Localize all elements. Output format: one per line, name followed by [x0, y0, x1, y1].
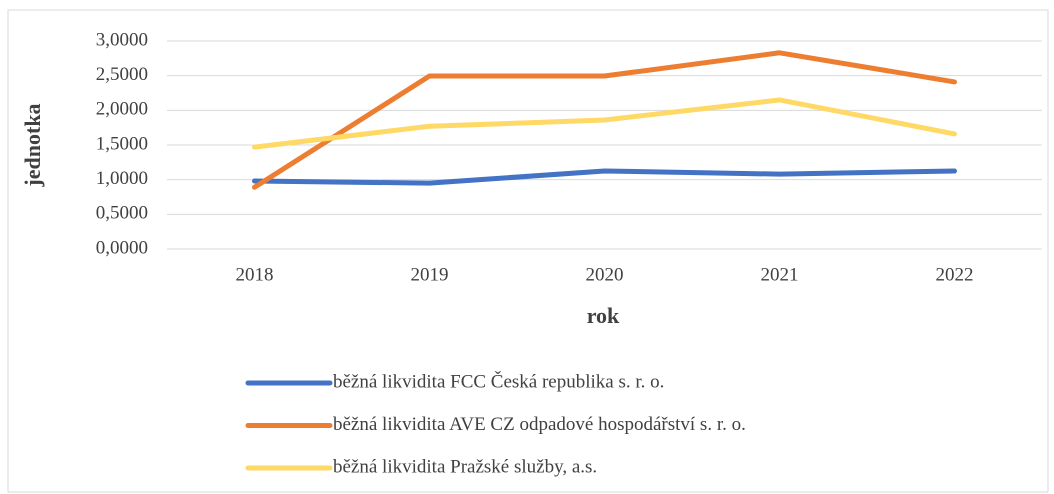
y-axis-title: jednotka — [20, 103, 45, 187]
y-tick-label: 2,5000 — [96, 64, 148, 85]
y-tick-label: 0,5000 — [96, 203, 148, 224]
x-tick-label: 2021 — [761, 264, 799, 285]
x-tick-label: 2022 — [936, 264, 974, 285]
y-tick-label: 1,5000 — [96, 133, 148, 154]
legend-label: běžná likvidita AVE CZ odpadové hospodář… — [333, 414, 746, 435]
x-tick-label: 2020 — [586, 264, 624, 285]
legend-label: běžná likvidita FCC Česká republika s. r… — [333, 370, 664, 392]
y-tick-label: 2,0000 — [96, 99, 148, 120]
x-axis-title: rok — [587, 303, 620, 328]
series-line — [252, 50, 957, 190]
series-line — [252, 97, 957, 150]
chart-frame — [7, 9, 1049, 493]
y-tick-label: 0,0000 — [96, 237, 148, 258]
x-tick-label: 2019 — [411, 264, 449, 285]
legend-label: běžná likvidita Pražské služby, a.s. — [333, 456, 597, 477]
x-tick-label: 2018 — [236, 264, 274, 285]
series-line — [252, 168, 957, 186]
y-tick-label: 3,0000 — [96, 29, 148, 50]
y-tick-label: 1,0000 — [96, 168, 148, 189]
